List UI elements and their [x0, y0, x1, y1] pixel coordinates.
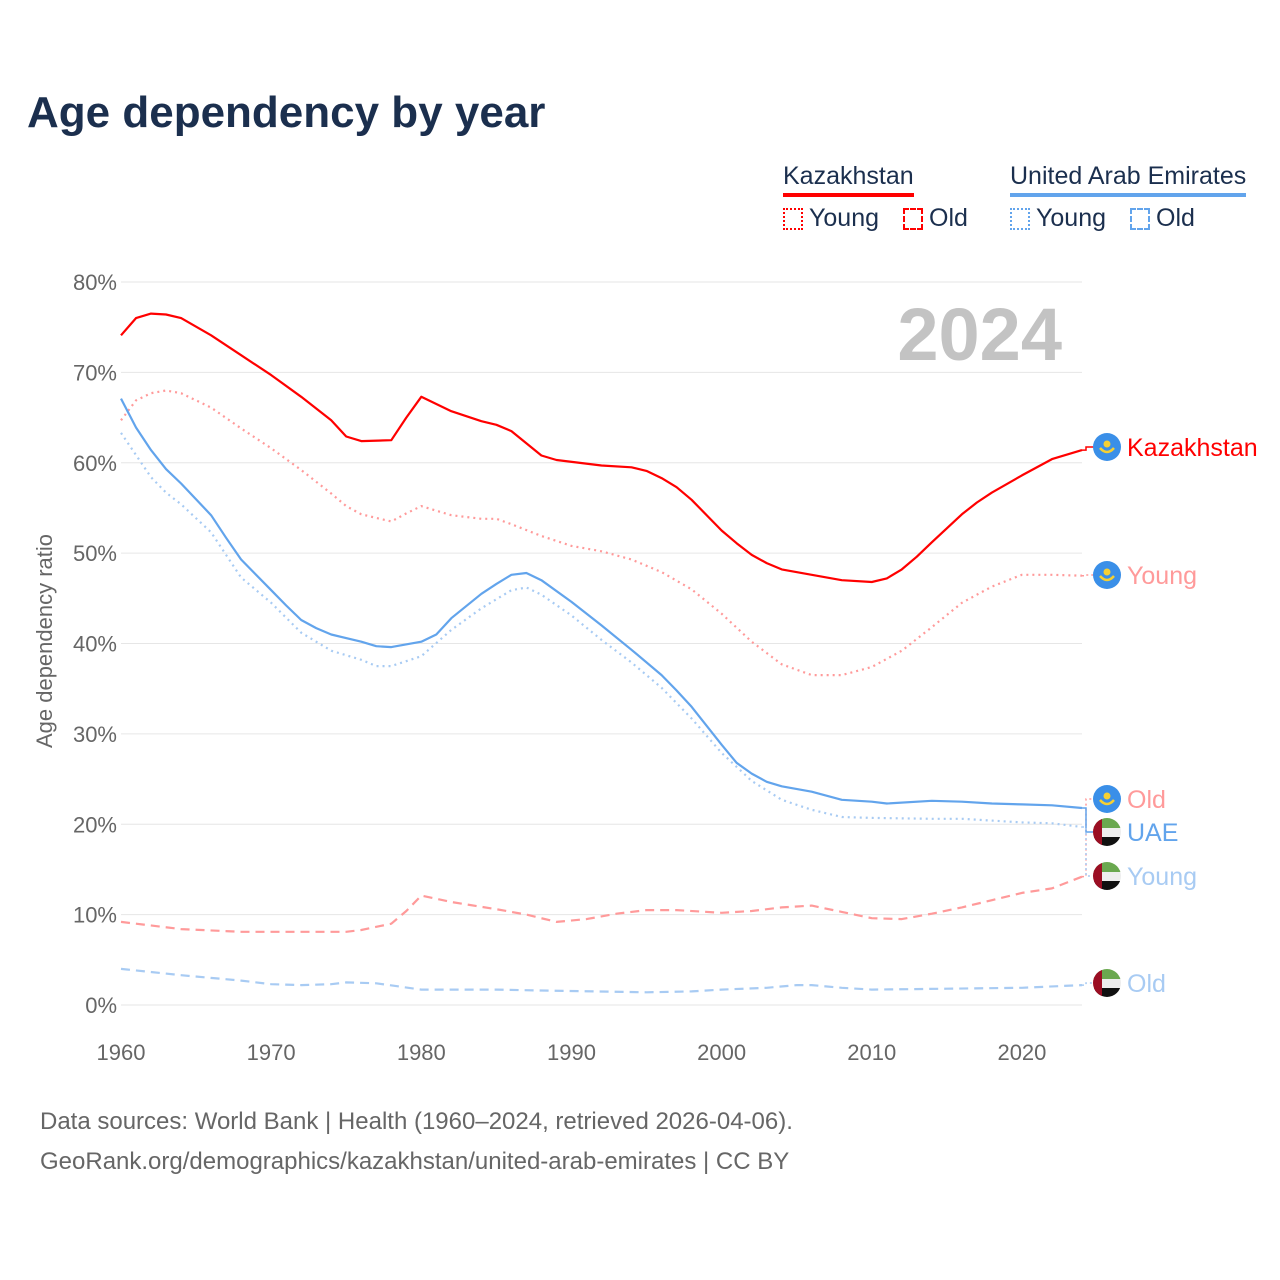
- dotted-swatch-icon: [783, 207, 803, 230]
- flag-red: [1093, 969, 1102, 997]
- series-line-kazakhstan: [120, 312, 1083, 584]
- uae-flag-icon: [1093, 969, 1121, 997]
- dotted-swatch-icon: [1010, 207, 1030, 230]
- legend-label: Young: [1036, 204, 1106, 232]
- x-tick-label: 1960: [97, 1040, 146, 1065]
- flag-body: [1093, 818, 1121, 846]
- x-tick-label: 2000: [697, 1040, 746, 1065]
- leader-line: [1082, 798, 1094, 878]
- end-label: Kazakhstan: [1127, 434, 1258, 462]
- leader-line: [1082, 446, 1094, 451]
- flag-black: [1093, 881, 1121, 890]
- legend-kazakhstan-young[interactable]: Young: [783, 204, 879, 233]
- flag-black: [1093, 988, 1121, 997]
- flag-green: [1093, 969, 1121, 979]
- y-tick-label: 50%: [73, 541, 117, 566]
- leader-line: [1082, 826, 1094, 877]
- series-line-kazakhstan-old: [120, 875, 1083, 933]
- y-tick-label: 30%: [73, 722, 117, 747]
- year-watermark: 2024: [897, 293, 1062, 376]
- flag-body: [1093, 862, 1121, 890]
- legend-label: Old: [929, 204, 968, 232]
- flag-body: [1093, 561, 1121, 589]
- uae-flag-icon: [1093, 818, 1121, 846]
- flag-red: [1093, 862, 1102, 890]
- series-line-uae: [120, 398, 1083, 810]
- x-tick-label: 1990: [547, 1040, 596, 1065]
- legend-uae[interactable]: United Arab Emirates: [1010, 162, 1247, 197]
- leader-line: [1082, 807, 1094, 833]
- uae-flag-icon: [1093, 862, 1121, 890]
- flag-sun: [1103, 568, 1111, 576]
- end-label: Young: [1127, 562, 1197, 590]
- y-tick-label: 70%: [73, 360, 117, 385]
- source-url[interactable]: GeoRank.org/demographics/kazakhstan/unit…: [40, 1148, 790, 1175]
- data-source: Data sources: World Bank | Health (1960–…: [40, 1108, 793, 1135]
- flag-body: [1093, 433, 1121, 461]
- series-line-kazakhstan-young: [120, 389, 1083, 677]
- flag-sun: [1103, 792, 1111, 800]
- leader-line: [1082, 574, 1094, 577]
- dashed-swatch-icon: [1130, 207, 1150, 230]
- x-tick-label: 2010: [847, 1040, 896, 1065]
- end-label: Young: [1127, 863, 1197, 891]
- dashed-swatch-icon: [903, 207, 923, 230]
- x-tick-label: 1970: [247, 1040, 296, 1065]
- flag-sun: [1103, 440, 1111, 448]
- flag-red: [1093, 818, 1102, 846]
- flag-green: [1093, 818, 1121, 828]
- y-tick-label: 40%: [73, 632, 117, 657]
- y-tick-label: 10%: [73, 903, 117, 928]
- flag-white: [1093, 979, 1121, 988]
- end-label: UAE: [1127, 819, 1178, 847]
- flag-body: [1093, 785, 1121, 813]
- legend-label: Old: [1156, 204, 1195, 232]
- series-line-uae-young: [120, 432, 1083, 829]
- flag-eagle: [1099, 575, 1115, 582]
- kazakhstan-flag-icon: [1093, 561, 1121, 589]
- legend-uae-old[interactable]: Old: [1130, 204, 1195, 233]
- flag-white: [1093, 828, 1121, 837]
- flag-white: [1093, 872, 1121, 881]
- legend-uae-young[interactable]: Young: [1010, 204, 1106, 233]
- flag-eagle: [1099, 799, 1115, 806]
- end-label: Old: [1127, 786, 1166, 814]
- leader-line: [1082, 982, 1094, 986]
- y-tick-label: 60%: [73, 451, 117, 476]
- legend-label: Young: [809, 204, 879, 232]
- flag-eagle: [1099, 447, 1115, 454]
- x-tick-label: 2020: [997, 1040, 1046, 1065]
- end-label: Old: [1127, 970, 1166, 998]
- kazakhstan-flag-icon: [1093, 785, 1121, 813]
- legend-kazakhstan[interactable]: Kazakhstan: [783, 162, 914, 197]
- chart-title: Age dependency by year: [27, 88, 546, 137]
- y-tick-label: 80%: [73, 270, 117, 295]
- y-tick-label: 0%: [85, 993, 117, 1018]
- legend-kazakhstan-old[interactable]: Old: [903, 204, 968, 233]
- kazakhstan-flag-icon: [1093, 433, 1121, 461]
- flag-black: [1093, 837, 1121, 846]
- x-tick-label: 1980: [397, 1040, 446, 1065]
- y-tick-label: 20%: [73, 812, 117, 837]
- flag-green: [1093, 862, 1121, 872]
- series-line-uae-old: [120, 967, 1083, 994]
- flag-body: [1093, 969, 1121, 997]
